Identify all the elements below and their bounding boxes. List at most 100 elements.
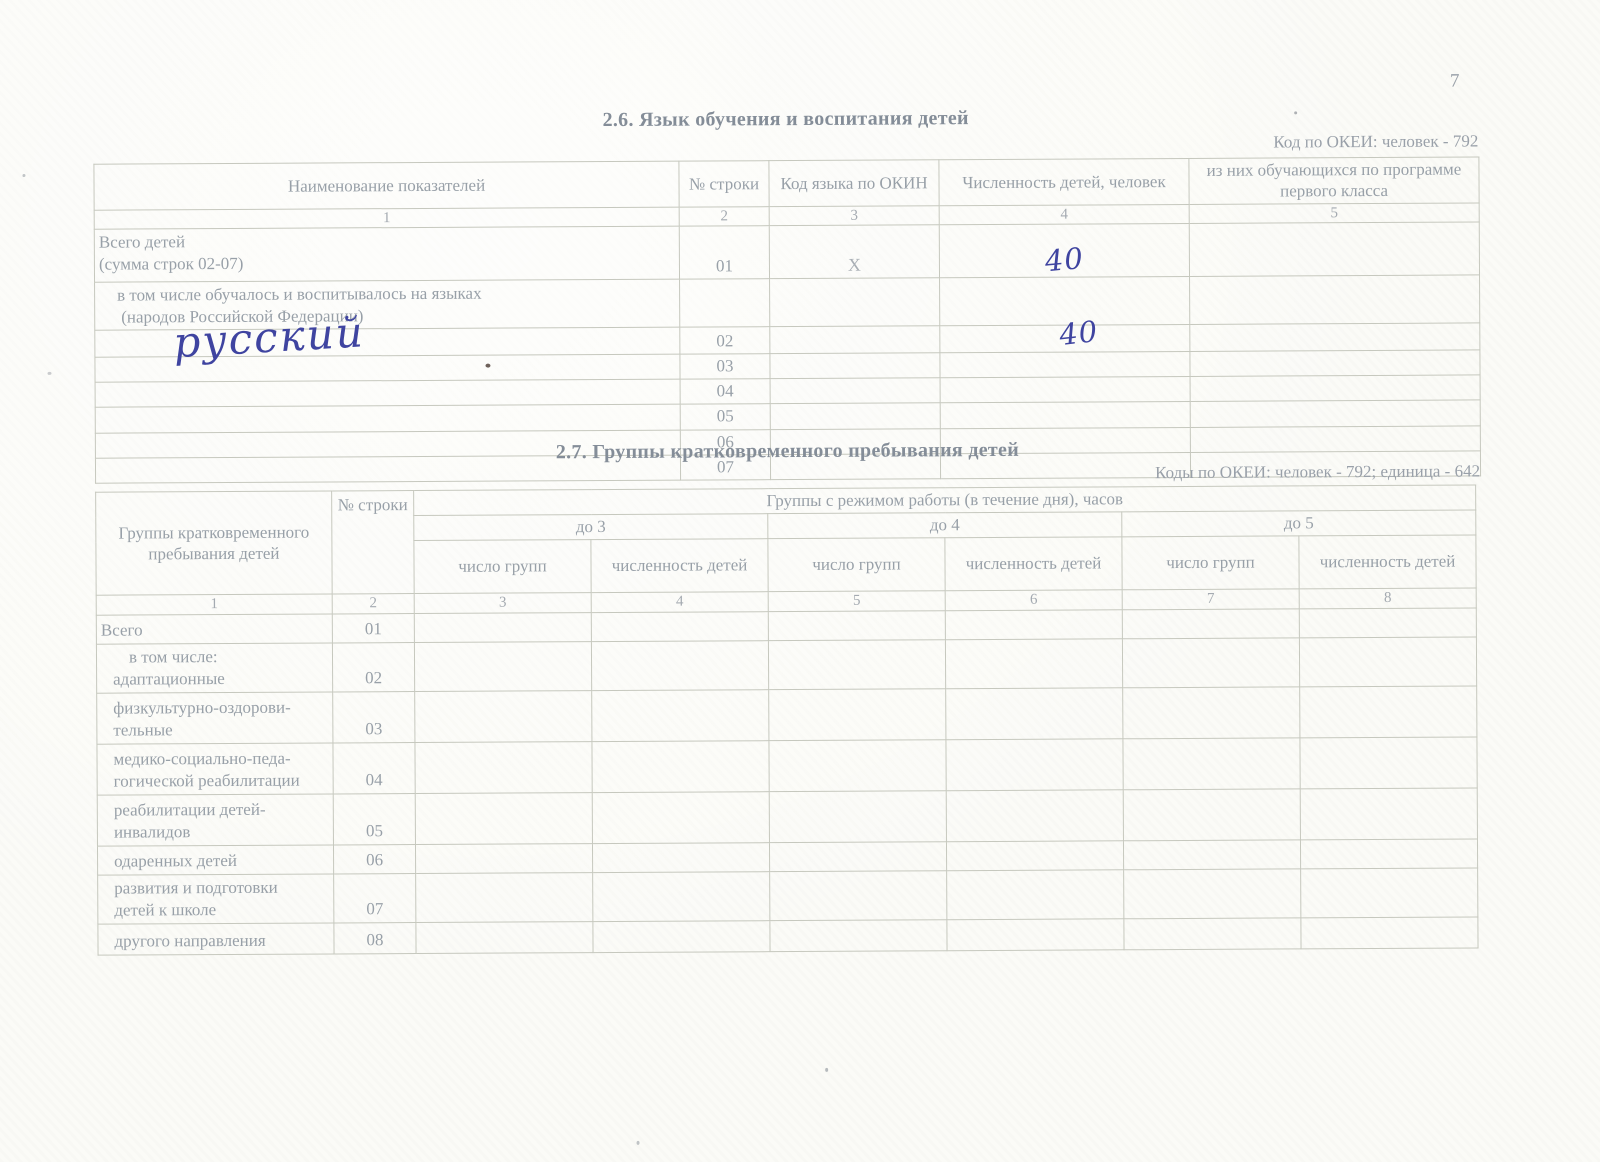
data-cell xyxy=(591,640,769,691)
section-2-7-number: 2.7. xyxy=(555,441,588,464)
row-label: в том числе: адаптационные xyxy=(96,642,333,693)
first-class-cell xyxy=(1189,349,1481,377)
data-cell xyxy=(1300,867,1478,918)
row-label: развития и подготовки детей к школе xyxy=(97,873,334,924)
data-cell xyxy=(769,919,948,952)
line-no-cell xyxy=(679,278,770,327)
col-header-okin-code: Код языка по ОКИН xyxy=(768,159,940,207)
data-cell xyxy=(946,840,1124,871)
data-cell xyxy=(414,612,592,643)
col-header-children-count: численность детей xyxy=(590,538,769,593)
data-cell xyxy=(592,871,770,922)
line-no-cell: 04 xyxy=(332,742,416,794)
data-cell xyxy=(415,843,593,874)
data-cell xyxy=(769,790,947,843)
colnum: 6 xyxy=(945,589,1123,611)
table-row: медико-социально-педа- гогической реабил… xyxy=(96,736,1478,795)
data-cell xyxy=(945,609,1123,640)
data-cell xyxy=(769,870,947,921)
col-header-group-type: Группы кратковременного пребывания детей xyxy=(95,490,333,596)
handwritten-count: 40 xyxy=(1057,313,1100,352)
data-cell xyxy=(1123,917,1302,950)
data-cell xyxy=(415,872,593,923)
data-cell xyxy=(946,918,1125,951)
scan-speck xyxy=(485,363,491,368)
col-header-line-no: № строки xyxy=(678,160,770,207)
line-no-cell: 01 xyxy=(332,613,415,643)
line-no-cell: 01 xyxy=(679,225,770,280)
data-cell xyxy=(592,842,770,873)
line-no-cell: 04 xyxy=(680,378,771,405)
data-cell xyxy=(1299,636,1477,687)
row-label xyxy=(95,379,681,408)
colnum: 5 xyxy=(1189,202,1480,224)
children-count-cell xyxy=(939,351,1191,378)
line-no-cell: 02 xyxy=(332,642,415,692)
scan-speck xyxy=(636,1140,640,1145)
line-no-cell: 06 xyxy=(333,844,416,874)
data-cell xyxy=(592,791,770,844)
row-label xyxy=(95,404,681,433)
okin-code-cell xyxy=(769,325,940,354)
children-count-cell: 40 xyxy=(939,223,1190,279)
data-cell xyxy=(415,921,594,954)
row-label: одаренных детей xyxy=(97,844,334,875)
col-header-group-count: число групп xyxy=(1121,535,1300,590)
table-2-6-header-row: Наименование показателей № строки Код яз… xyxy=(93,156,1480,210)
colnum: 3 xyxy=(769,205,940,226)
colnum: 7 xyxy=(1122,588,1300,610)
scan-speck xyxy=(47,371,52,375)
handwritten-language: русский xyxy=(172,307,367,368)
table-row: в том числе: адаптационные 02 xyxy=(96,636,1477,693)
data-cell xyxy=(591,689,769,742)
table-row: реабилитации детей- инвалидов 05 xyxy=(97,787,1478,846)
page-number: 7 xyxy=(1449,70,1460,92)
data-cell xyxy=(1300,838,1478,869)
col-header-upto3: до 3 xyxy=(413,513,768,541)
col-header-first-class: из них обучающихся по программе первого … xyxy=(1188,156,1480,204)
handwritten-total: 40 xyxy=(1043,240,1086,279)
line-no-cell: 03 xyxy=(679,353,771,380)
first-class-cell xyxy=(1190,374,1481,402)
table-row: физкультурно-оздорови- тельные 03 xyxy=(96,685,1477,744)
line-no-cell: 05 xyxy=(680,403,771,430)
line-no-cell: 02 xyxy=(679,326,770,354)
okin-code-cell xyxy=(769,278,940,327)
first-class-cell xyxy=(1190,400,1481,427)
colnum: 2 xyxy=(679,206,770,227)
table-row: другого направления 08 xyxy=(97,916,1479,955)
section-2-6-number: 2.6. xyxy=(602,108,634,132)
data-cell xyxy=(1122,686,1300,739)
scan-speck xyxy=(22,174,26,178)
colnum: 5 xyxy=(768,590,946,612)
data-cell xyxy=(946,869,1124,920)
first-class-cell xyxy=(1189,322,1480,352)
col-header-children-count: численность детей xyxy=(1298,534,1477,589)
row-label: другого направления xyxy=(97,922,335,955)
data-cell xyxy=(769,841,947,872)
row-label: русский xyxy=(94,307,680,367)
data-cell xyxy=(1122,737,1301,790)
row-label: Всего детей (сумма строк 02-07) xyxy=(94,226,680,283)
okin-code-cell: X xyxy=(769,225,940,279)
okin-code-cell xyxy=(770,377,941,404)
scan-speck xyxy=(1294,111,1298,115)
colnum: 4 xyxy=(939,203,1190,226)
first-class-cell xyxy=(1189,275,1480,325)
col-header-indicator-name: Наименование показателей xyxy=(93,161,680,210)
okin-code-cell xyxy=(769,352,941,379)
table-row: развития и подготовки детей к школе 07 xyxy=(97,867,1478,924)
first-class-cell xyxy=(1189,222,1480,277)
data-cell xyxy=(768,610,946,641)
col-header-group-count: число групп xyxy=(413,539,592,594)
col-header-children-count: численность детей xyxy=(944,536,1123,591)
children-count-cell: 40 xyxy=(939,313,1190,353)
col-header-line-no: № строки xyxy=(331,490,415,594)
data-cell xyxy=(1299,607,1477,638)
data-cell xyxy=(591,740,770,793)
data-cell xyxy=(414,741,593,794)
section-2-6-title: 2.6. Язык обучения и воспитания детей xyxy=(93,104,1478,134)
data-cell xyxy=(1299,736,1478,789)
children-count-cell xyxy=(940,376,1191,404)
data-cell xyxy=(1122,608,1300,639)
